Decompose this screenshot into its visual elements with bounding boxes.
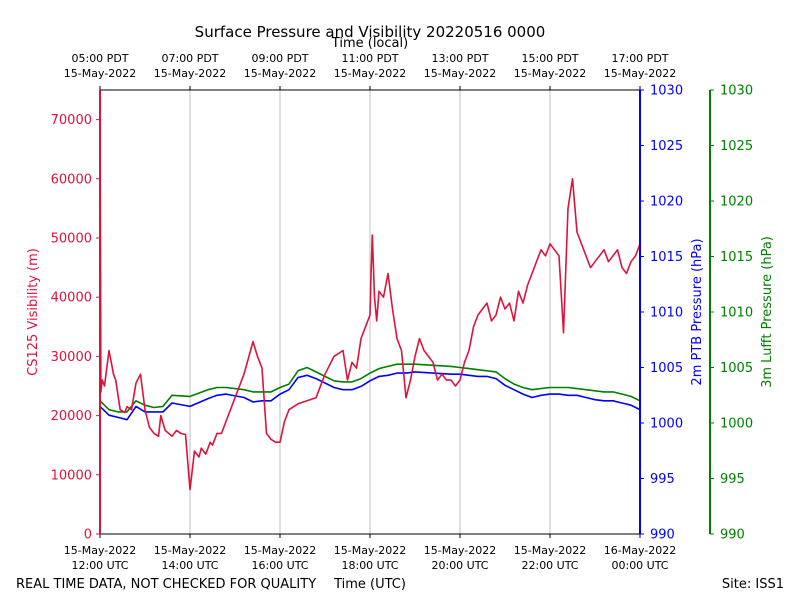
bottom-tick-date: 15-May-2022 <box>514 544 586 557</box>
top-tick-time: 17:00 PDT <box>611 52 668 65</box>
cs125-visibility-line <box>99 89 641 491</box>
bottom-tick-time: 20:00 UTC <box>431 559 488 572</box>
bottom-tick-date: 15-May-2022 <box>334 544 406 557</box>
left-tick-label: 0 <box>84 528 92 543</box>
right-1-tick-label: 1005 <box>650 361 683 376</box>
left-tick-label: 40000 <box>51 291 92 306</box>
bottom-tick-date: 15-May-2022 <box>244 544 316 557</box>
top-tick-time: 09:00 PDT <box>251 52 308 65</box>
bottom-tick-time: 16:00 UTC <box>251 559 308 572</box>
top-tick-date: 15-May-2022 <box>244 67 316 80</box>
left-tick-label: 30000 <box>51 350 92 365</box>
top-tick-date: 15-May-2022 <box>64 67 136 80</box>
series-lines <box>99 89 641 491</box>
chart-title: Surface Pressure and Visibility 20220516… <box>195 23 546 41</box>
top-tick-date: 15-May-2022 <box>604 67 676 80</box>
right-2-tick-label: 1010 <box>720 306 753 321</box>
right-1-tick-label: 1010 <box>650 306 683 321</box>
bottom-tick-date: 15-May-2022 <box>154 544 226 557</box>
bottom-tick-time: 14:00 UTC <box>161 559 218 572</box>
right-1-tick-label: 990 <box>650 528 675 543</box>
top-axis-label: Time (local) <box>331 36 408 51</box>
top-tick-date: 15-May-2022 <box>334 67 406 80</box>
bottom-tick-date: 15-May-2022 <box>424 544 496 557</box>
top-tick-time: 13:00 PDT <box>431 52 488 65</box>
right-1-tick-label: 1000 <box>650 417 683 432</box>
top-tick-date: 15-May-2022 <box>514 67 586 80</box>
right-2-tick-label: 995 <box>720 472 745 487</box>
left-tick-label: 70000 <box>51 113 92 128</box>
bottom-tick-date: 15-May-2022 <box>64 544 136 557</box>
top-tick-time: 05:00 PDT <box>71 52 128 65</box>
right-1-tick-label: 1020 <box>650 195 683 210</box>
right-2-tick-label: 1005 <box>720 361 753 376</box>
bottom-tick-time: 12:00 UTC <box>71 559 128 572</box>
right-1-tick-label: 1015 <box>650 250 683 265</box>
right-axis-1-label: 2m PTB Pressure (hPa) <box>690 238 705 385</box>
top-tick-time: 15:00 PDT <box>521 52 578 65</box>
x-axis-label: Time (UTC) <box>333 577 406 592</box>
top-tick-time: 07:00 PDT <box>161 52 218 65</box>
right-2-tick-label: 1015 <box>720 250 753 265</box>
bottom-tick-time: 18:00 UTC <box>341 559 398 572</box>
axes: 15-May-2022 12:00 UTC 15-May-2022 14:00 UTC… <box>26 52 775 572</box>
left-tick-label: 10000 <box>51 468 92 483</box>
right-axis-2-label: 3m Lufft Pressure (hPa) <box>760 236 775 388</box>
top-tick-date: 15-May-2022 <box>154 67 226 80</box>
bottom-tick-time: 22:00 UTC <box>521 559 578 572</box>
quality-disclaimer: REAL TIME DATA, NOT CHECKED FOR QUALITY <box>16 577 316 592</box>
bottom-tick-time: 00:00 UTC <box>611 559 668 572</box>
3m-lufft-pressure-line <box>99 363 641 413</box>
right-1-tick-label: 995 <box>650 472 675 487</box>
left-tick-label: 60000 <box>51 172 92 187</box>
site-label: Site: ISS1 <box>722 577 784 592</box>
right-1-tick-label: 1030 <box>650 84 683 99</box>
left-axis-label: CS125 Visibility (m) <box>26 248 41 376</box>
right-2-tick-label: 990 <box>720 528 745 543</box>
right-2-tick-label: 1025 <box>720 139 753 154</box>
left-tick-label: 50000 <box>51 232 92 247</box>
right-2-tick-label: 1020 <box>720 195 753 210</box>
left-tick-label: 20000 <box>51 409 92 424</box>
top-tick-date: 15-May-2022 <box>424 67 496 80</box>
right-2-tick-label: 1000 <box>720 417 753 432</box>
top-tick-time: 11:00 PDT <box>341 52 398 65</box>
right-2-tick-label: 1030 <box>720 84 753 99</box>
bottom-tick-date: 16-May-2022 <box>604 544 676 557</box>
2m-ptb-pressure-line <box>99 371 641 421</box>
right-1-tick-label: 1025 <box>650 139 683 154</box>
